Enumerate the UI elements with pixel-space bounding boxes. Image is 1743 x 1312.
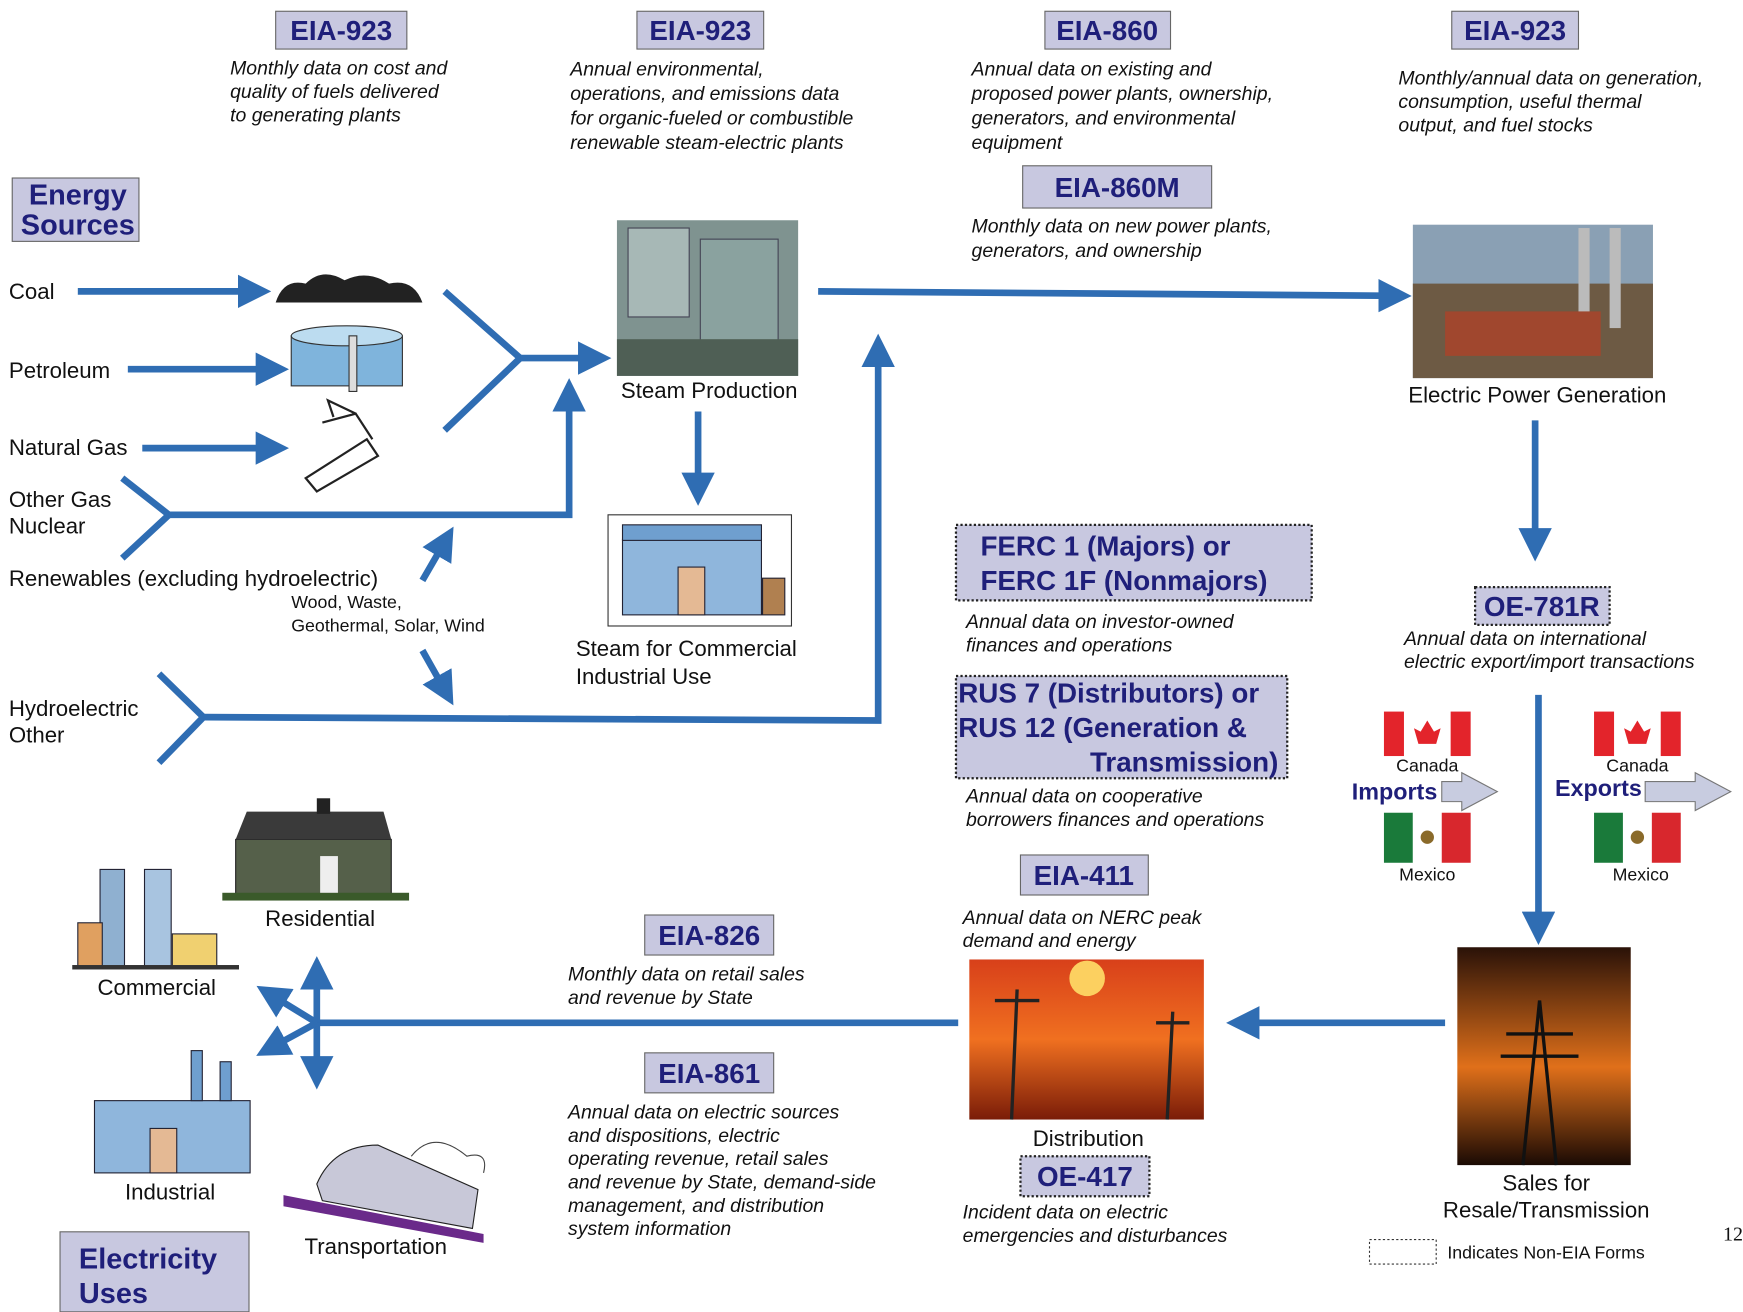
form-description: Annual data on electric sources [567, 1101, 839, 1123]
uses-title: Uses [79, 1278, 148, 1310]
source-label: Hydroelectric [9, 696, 139, 721]
use-label: Commercial [97, 975, 216, 1000]
form-description: and dispositions, electric [568, 1125, 780, 1147]
form-description: Monthly data on retail sales [568, 964, 805, 986]
form-description: electric export/import transactions [1404, 651, 1695, 673]
form-description: demand and energy [963, 930, 1137, 952]
form-description: Annual data on existing and [971, 59, 1213, 81]
form-description: equipment [972, 132, 1064, 154]
node-label: Steam Production [621, 378, 798, 403]
form-code: EIA-923 [649, 15, 751, 46]
node-label: Industrial Use [576, 664, 712, 689]
form-code: RUS 7 (Distributors) or [958, 678, 1259, 709]
form-description: Annual data on investor-owned [965, 611, 1235, 633]
source-label: Natural Gas [9, 435, 128, 460]
form-description: and revenue by State [568, 987, 753, 1009]
steam-photo [617, 220, 798, 376]
node-label: Resale/Transmission [1443, 1197, 1650, 1222]
transportation-icon [283, 1142, 484, 1243]
form-code: OE-417 [1037, 1161, 1133, 1192]
form-description: for organic-fueled or combustible [570, 108, 853, 130]
commercial-icon [72, 869, 239, 969]
form-code: Transmission) [1090, 747, 1278, 778]
tank-icon [291, 326, 402, 392]
form-description: generators, and ownership [972, 240, 1202, 262]
form-code: EIA-923 [290, 15, 392, 46]
country-label: Mexico [1613, 865, 1669, 885]
form-description: output, and fuel stocks [1398, 114, 1593, 136]
form-description: quality of fuels delivered [230, 81, 440, 103]
pipeline-icon [306, 400, 378, 491]
legend-swatch [1370, 1240, 1437, 1264]
use-label: Residential [265, 906, 375, 931]
form-description: emergencies and disturbances [963, 1225, 1228, 1247]
legend-label: Indicates Non-EIA Forms [1447, 1242, 1645, 1262]
sources-title: Energy [29, 180, 127, 212]
form-description: to generating plants [230, 104, 401, 126]
trade-label: Imports [1352, 778, 1438, 804]
form-code: EIA-860M [1055, 172, 1180, 203]
power-plant-photo [1413, 225, 1653, 378]
source-label: Coal [9, 279, 55, 304]
form-description: Monthly data on new power plants, [972, 215, 1272, 237]
industrial-icon [94, 1051, 250, 1173]
form-description: and revenue by State, demand-side [568, 1171, 876, 1193]
diagram: Energy Sources Coal Petroleum Natural Ga… [0, 0, 1743, 1312]
use-label: Industrial [125, 1180, 215, 1205]
form-code: OE-781R [1484, 591, 1600, 622]
form-description: renewable steam-electric plants [570, 132, 844, 154]
form-code: EIA-923 [1464, 15, 1566, 46]
form-description: proposed power plants, ownership, [971, 83, 1273, 105]
form-description: generators, and environmental [972, 108, 1236, 130]
node-label: Steam for Commercial [576, 636, 797, 661]
form-code: EIA-861 [658, 1058, 760, 1089]
form-description: Annual environmental, [569, 59, 763, 81]
form-code: EIA-826 [658, 920, 760, 951]
form-code: RUS 12 (Generation & [958, 712, 1247, 743]
residential-icon [222, 798, 409, 900]
form-description: system information [568, 1218, 731, 1240]
building-icon [608, 515, 791, 626]
source-label: Renewables (excluding hydroelectric) [9, 566, 378, 591]
country-label: Canada [1606, 756, 1668, 776]
form-description: Incident data on electric [963, 1201, 1169, 1223]
page-number: 12 [1723, 1224, 1743, 1246]
flow-arrows [78, 291, 1539, 1076]
form-description: operations, and emissions data [570, 83, 839, 105]
sales-photo [1457, 947, 1630, 1165]
form-description: operating revenue, retail sales [568, 1148, 829, 1170]
form-code: FERC 1 (Majors) or [980, 530, 1230, 561]
renewables-detail: Geothermal, Solar, Wind [291, 616, 485, 636]
renewables-detail: Wood, Waste, [291, 592, 402, 612]
coal-icon [276, 274, 423, 302]
country-label: Canada [1396, 756, 1458, 776]
form-code: FERC 1F (Nonmajors) [980, 565, 1267, 596]
source-label: Other Gas [9, 487, 111, 512]
node-label: Distribution [1033, 1126, 1144, 1151]
form-description: finances and operations [966, 635, 1173, 657]
distribution-photo [969, 959, 1204, 1119]
form-description: Annual data on cooperative [965, 786, 1203, 808]
uses-title: Electricity [79, 1243, 217, 1275]
use-label: Transportation [305, 1234, 447, 1259]
sources-title: Sources [21, 210, 135, 242]
form-description: borrowers finances and operations [966, 809, 1264, 831]
form-description: Annual data on international [1403, 628, 1647, 650]
node-label: Sales for [1502, 1171, 1590, 1196]
trade-label: Exports [1555, 775, 1642, 801]
form-description: consumption, useful thermal [1398, 91, 1642, 113]
form-code: EIA-411 [1034, 860, 1134, 891]
form-description: Monthly/annual data on generation, [1398, 68, 1703, 90]
source-label: Nuclear [9, 514, 86, 539]
source-label: Other [9, 723, 65, 748]
country-label: Mexico [1399, 865, 1455, 885]
source-label: Petroleum [9, 358, 110, 383]
form-description: Annual data on NERC peak [962, 907, 1203, 929]
form-description: Monthly data on cost and [230, 58, 448, 80]
form-description: management, and distribution [568, 1195, 824, 1217]
node-label: Electric Power Generation [1408, 383, 1666, 408]
form-code: EIA-860 [1056, 15, 1158, 46]
